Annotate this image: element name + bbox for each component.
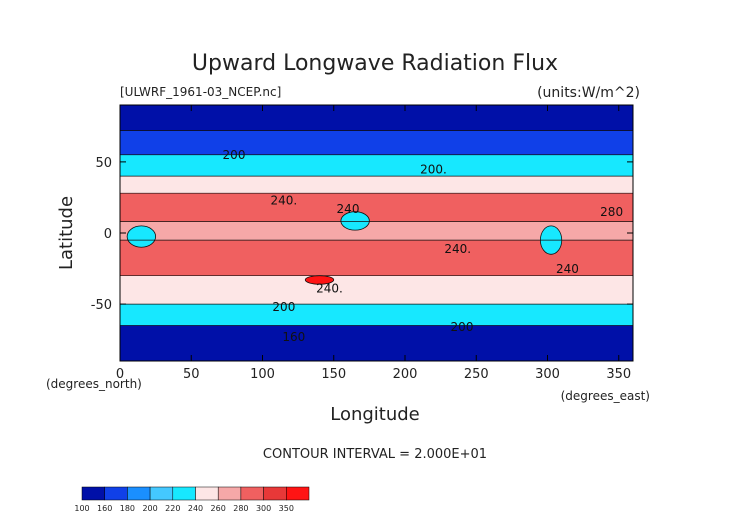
legend-level-3: 200 [142, 504, 157, 513]
heat-hotspot-2 [340, 211, 370, 231]
color-legend: 100 160 180 200 220 240 260 280 300 350 [74, 486, 310, 513]
legend-swatch-6 [217, 486, 242, 501]
x-tick-label-100: 100 [250, 367, 275, 382]
contour-label-1: 200. [420, 162, 447, 176]
x-axis-title: Longitude [330, 404, 420, 425]
x-tick-label-300: 300 [535, 367, 560, 382]
heat-band-3 [120, 176, 633, 194]
heat-band-2 [120, 154, 633, 177]
legend-swatch-1 [104, 486, 128, 501]
y-tick-label-0: 50 [95, 156, 112, 171]
heat-band-1 [120, 130, 633, 155]
legend-swatch-9 [286, 486, 310, 501]
legend-level-2: 180 [120, 504, 135, 513]
contour-label-6: 200 [272, 300, 295, 314]
legend-swatch-3 [149, 486, 174, 501]
heat-band-0 [120, 105, 633, 131]
x-tick-label-50: 50 [183, 367, 200, 382]
contour-label-10: 240 [556, 262, 579, 276]
legend-swatch-7 [240, 486, 264, 501]
legend-swatch-8 [263, 486, 287, 501]
contour-label-9: 280 [600, 205, 623, 219]
legend-level-9: 350 [279, 504, 294, 513]
x-tick-label-0: 0 [116, 367, 124, 382]
contour-label-8: 160 [282, 330, 305, 344]
legend-level-7: 280 [233, 504, 248, 513]
contour-label-0: 200 [223, 148, 246, 162]
contour-label-4: 240. [444, 242, 471, 256]
y-axis-title: Latitude [56, 196, 77, 270]
x-axis-units: (degrees_east) [561, 389, 650, 403]
contour-label-5: 240. [316, 282, 343, 296]
chart-title: Upward Longwave Radiation Flux [192, 51, 558, 76]
source-file-label: [ULWRF_1961-03_NCEP.nc] [120, 85, 281, 99]
legend-level-4: 220 [165, 504, 180, 513]
heat-hotspot-1 [126, 225, 157, 248]
contour-label-7: 200 [451, 320, 474, 334]
heat-band-8 [120, 304, 633, 326]
legend-level-8: 300 [256, 504, 271, 513]
units-label: (units:W/m^2) [537, 85, 640, 101]
legend-swatch-2 [127, 486, 151, 501]
legend-swatch-4 [172, 486, 196, 501]
heat-band-5 [120, 221, 633, 241]
x-tick-label-200: 200 [393, 367, 418, 382]
legend-swatch-0 [81, 486, 105, 501]
y-tick-label-1: 0 [104, 227, 112, 242]
heat-band-4 [120, 193, 633, 222]
legend-level-6: 260 [211, 504, 226, 513]
legend-level-0: 100 [74, 504, 89, 513]
contour-label-3: 240 [337, 202, 360, 216]
contour-interval-label: CONTOUR INTERVAL = 2.000E+01 [263, 447, 487, 462]
x-tick-label-350: 350 [606, 367, 631, 382]
contour-label-2: 240. [271, 194, 298, 208]
heat-band-7 [120, 275, 633, 305]
legend-swatch-5 [195, 486, 219, 501]
legend-level-1: 160 [97, 504, 112, 513]
x-tick-label-150: 150 [321, 367, 346, 382]
heat-band-9 [120, 325, 633, 361]
legend-level-5: 240 [188, 504, 203, 513]
x-tick-label-250: 250 [464, 367, 489, 382]
y-axis-units: (degrees_north) [46, 377, 142, 391]
y-tick-label-2: -50 [91, 298, 112, 313]
plot-area: 200 200. 240. 240 240. 240. 200 200 160 280 240 0 50… [91, 104, 634, 382]
